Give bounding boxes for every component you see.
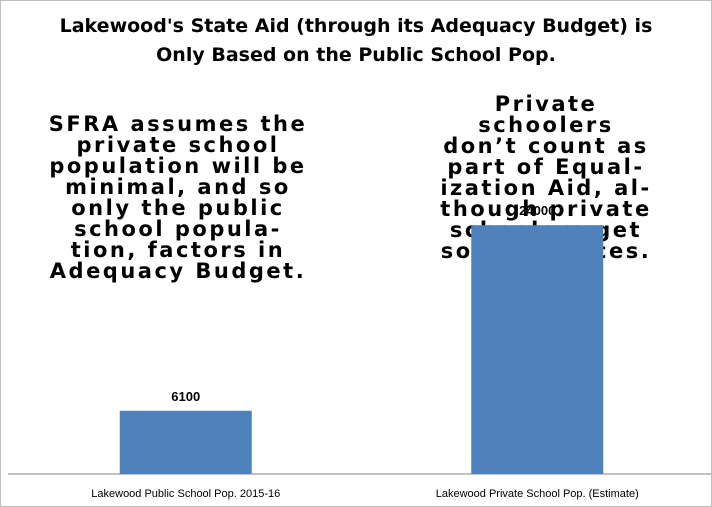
chart-title-line-2: Only Based on the Public School Pop. — [156, 44, 556, 66]
bar-1 — [471, 225, 604, 474]
chart-title-line-1: Lakewood's State Aid (through its Adequa… — [59, 15, 653, 37]
data-label-1: 24000 — [519, 203, 555, 218]
x-tick-label-0: Lakewood Public School Pop. 2015-16 — [91, 488, 280, 500]
x-tick-label-1: Lakewood Private School Pop. (Estimate) — [436, 488, 639, 500]
data-label-0: 6100 — [171, 389, 200, 404]
bar-0 — [119, 410, 252, 474]
annotation-public: SFRA assumes the private school populati… — [48, 112, 308, 283]
